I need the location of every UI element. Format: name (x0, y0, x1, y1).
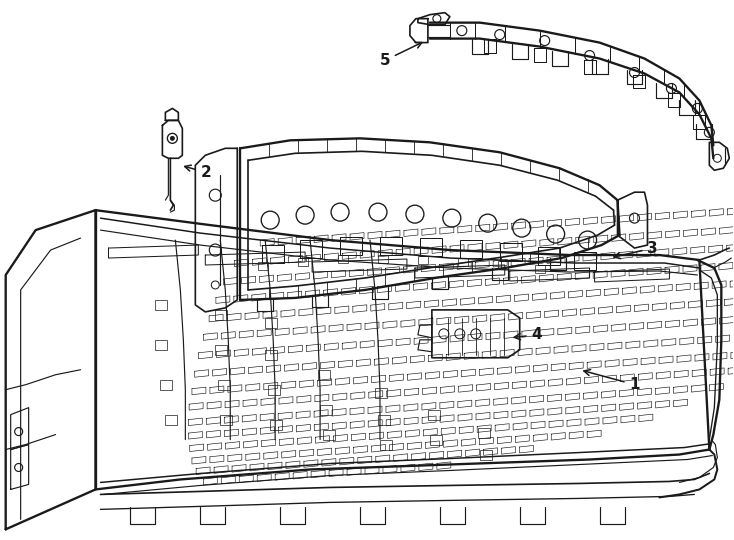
Bar (430, 435, 442, 444)
Bar (268, 384, 280, 395)
Bar (418, 256, 428, 264)
Bar (265, 350, 277, 360)
Bar (262, 245, 284, 263)
Bar (380, 237, 402, 255)
Bar (220, 415, 232, 424)
Text: 5: 5 (379, 43, 422, 68)
Bar (573, 252, 595, 270)
Bar (420, 238, 442, 256)
Bar (161, 380, 172, 390)
Text: 4: 4 (515, 327, 542, 342)
Bar (498, 261, 508, 269)
Text: 2: 2 (185, 165, 211, 180)
Bar (218, 380, 230, 390)
Bar (215, 310, 228, 320)
Bar (265, 318, 277, 328)
Bar (215, 345, 228, 355)
Bar (478, 428, 490, 437)
Bar (458, 258, 468, 266)
Bar (480, 449, 492, 460)
Bar (156, 300, 167, 310)
Text: 3: 3 (614, 240, 658, 259)
Bar (320, 404, 332, 415)
Bar (500, 243, 522, 261)
Bar (270, 420, 282, 430)
Bar (459, 240, 482, 258)
Bar (318, 370, 330, 380)
Bar (338, 255, 348, 263)
Bar (165, 415, 178, 424)
Bar (300, 240, 322, 258)
Bar (375, 388, 387, 397)
Bar (538, 247, 559, 265)
Bar (378, 415, 390, 424)
Bar (428, 410, 440, 420)
Bar (534, 265, 545, 273)
Circle shape (170, 136, 175, 140)
Bar (298, 258, 308, 266)
Bar (340, 237, 362, 255)
Text: 1: 1 (584, 369, 640, 392)
Bar (156, 340, 167, 350)
Bar (380, 440, 392, 449)
Bar (323, 430, 335, 440)
Bar (378, 255, 388, 263)
Bar (258, 262, 268, 270)
